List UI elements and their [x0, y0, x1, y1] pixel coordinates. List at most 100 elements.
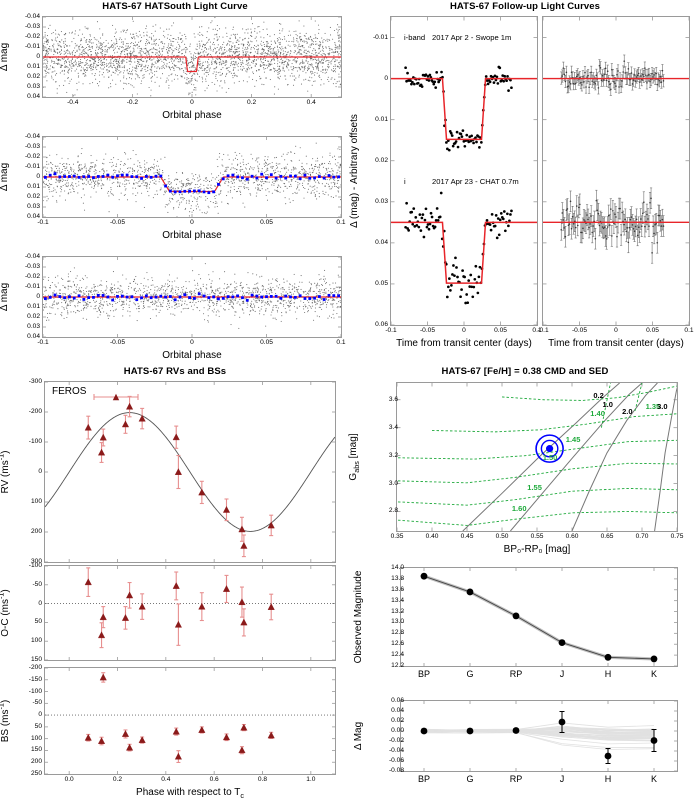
sed-obs-ylabel: Observed Magnitude — [353, 571, 364, 664]
rv-axes-bs — [44, 667, 336, 775]
rv-xtick: 1.0 — [291, 776, 331, 783]
followup-ytick: 0.04 — [354, 239, 388, 246]
sed-resid-xtick-BP: BP — [404, 774, 444, 784]
hatsouth-xlabel-1: Orbital phase — [72, 230, 312, 241]
panel-hatsouth-lightcurve: HATS-67 HATSouth Light Curve -0.04-0.03-… — [0, 0, 350, 370]
rv-axes-rv-curve-canvas — [45, 382, 335, 562]
sed-obs-xtick-BP: BP — [404, 669, 444, 679]
rv-axes-rv-oc — [44, 565, 336, 661]
followup-xtick-left: -0.05 — [408, 327, 448, 334]
sed-resid-ytick: -0.08 — [370, 767, 404, 774]
rv-ytick-rv-curve: 200 — [8, 528, 42, 535]
rv-datapoints — [85, 396, 274, 556]
sed-resid-ytick: -0.04 — [370, 747, 404, 754]
sed-resid-ytick: -0.02 — [370, 737, 404, 744]
followup-xtick-right: -0.1 — [523, 327, 563, 334]
hatsouth-ytick-0: -0.02 — [6, 33, 40, 40]
sed-obs-ytick: 13.4 — [370, 597, 404, 604]
hatsouth-ytick-1: 0.02 — [6, 193, 40, 200]
sed-obs-axes — [400, 567, 678, 667]
rv-legend-label: FEROS — [52, 386, 86, 397]
rv-ytick-bs: 150 — [8, 746, 42, 753]
followup-xtick-left: 0 — [444, 327, 484, 334]
hatsouth-xlabel-0: Orbital phase — [72, 110, 312, 121]
sed-resid-xtick-J: J — [542, 774, 582, 784]
sed-resid-xtick-K: K — [634, 774, 674, 784]
followup-ytick: -0.01 — [354, 34, 388, 41]
followup-datapoints-1 — [404, 192, 513, 305]
hatsouth-axes-0 — [42, 16, 342, 98]
rv-ytick-bs: -200 — [8, 664, 42, 671]
cmd-axes — [396, 382, 678, 532]
followup-axes-left — [390, 16, 538, 326]
sed-resid-ylabel: Δ Mag — [353, 722, 364, 750]
followup-ytick: 0.05 — [354, 280, 388, 287]
followup-ytick: 0 — [354, 75, 388, 82]
cmd-ylabel: Gabs [mag] — [348, 433, 361, 480]
rv-ytick-bs: 50 — [8, 723, 42, 730]
cmd-age-label-3: 3.0 — [657, 402, 667, 411]
hatsouth-axes-2-canvas — [43, 257, 341, 337]
cmd-mass-track-2 — [396, 463, 678, 483]
cmd-axes-canvas — [397, 383, 677, 531]
rv-ytick-bs: -100 — [8, 688, 42, 695]
rv-ytick-rv-curve: 100 — [8, 498, 42, 505]
hatsouth-ylabel-1: Δ mag — [0, 163, 10, 191]
sed-obs-ytick: 13.6 — [370, 586, 404, 593]
rv-xtick: 0.6 — [194, 776, 234, 783]
sed-obs-ytick: 12.6 — [370, 640, 404, 647]
cmd-mass-vert-1 — [635, 383, 642, 411]
hatsouth-axes-0-canvas — [43, 17, 341, 97]
rv-ytick-rv-oc: -100 — [8, 562, 42, 569]
hatsouth-ytick-1: 0 — [6, 173, 40, 180]
sed-obs-ytick: 14.0 — [370, 564, 404, 571]
hatsouth-ytick-2: -0.04 — [6, 253, 40, 260]
cmd-ytick: 3.2 — [364, 452, 398, 459]
hatsouth-ytick-2: -0.03 — [6, 263, 40, 270]
sed-obs-ytick: 12.2 — [370, 662, 404, 669]
cmd-xtick: 0.45 — [447, 533, 487, 540]
rv-legend-box — [92, 392, 142, 402]
sed-obs-ytick: 13.8 — [370, 575, 404, 582]
hatsouth-xtick-0: -0.4 — [53, 99, 93, 106]
cmd-age-label-1: 1.0 — [603, 400, 613, 409]
cmd-mass-label-4: 1.40 — [590, 409, 605, 418]
sed-resid-xtick-G: G — [450, 774, 490, 784]
rv-xtick: 0.0 — [49, 776, 89, 783]
rv-ytick-bs: 250 — [8, 770, 42, 777]
sed-resid-ytick: 0.02 — [370, 717, 404, 724]
followup-title: HATS-67 Follow-up Light Curves — [350, 1, 700, 12]
hatsouth-ytick-1: 0.03 — [6, 203, 40, 210]
rv-title: HATS-67 RVs and BSs — [0, 366, 350, 377]
hatsouth-ytick-0: 0.01 — [6, 63, 40, 70]
hatsouth-xtick-1: 0 — [172, 219, 212, 226]
rv-ytick-bs: 0 — [8, 711, 42, 718]
hatsouth-xtick-0: 0.4 — [291, 99, 331, 106]
hatsouth-xtick-1: -0.1 — [23, 219, 63, 226]
hatsouth-ytick-0: 0.02 — [6, 73, 40, 80]
cmd-mass-track-5 — [502, 386, 678, 401]
cmd-age-label-2: 2.0 — [622, 407, 632, 416]
rv-ylabel-bs: BS (ms-1) — [0, 700, 11, 743]
bs-datapoints — [85, 673, 274, 763]
hatsouth-xtick-2: 0.05 — [247, 339, 287, 346]
followup-band-label-0: i-band — [404, 33, 425, 42]
hatsouth-ytick-0: -0.04 — [6, 13, 40, 20]
hatsouth-xtick-2: 0 — [172, 339, 212, 346]
sed-obs-model-band — [424, 576, 654, 659]
followup-xtick-right: 0.05 — [633, 327, 673, 334]
cmd-xlabel: BP₀-RP₀ [mag] — [417, 544, 657, 555]
sed-resid-axes — [400, 700, 678, 772]
followup-residuals-1 — [560, 188, 664, 263]
hatsouth-xtick-1: -0.05 — [98, 219, 138, 226]
hatsouth-ytick-0: 0.03 — [6, 83, 40, 90]
cmd-mass-track-4 — [432, 414, 678, 432]
sed-obs-xtick-G: G — [450, 669, 490, 679]
sed-obs-ytick: 12.8 — [370, 629, 404, 636]
cmd-age-track-0 — [463, 383, 620, 531]
followup-xlabel-right: Time from transit center (days) — [496, 338, 700, 349]
hatsouth-ytick-2: 0.02 — [6, 313, 40, 320]
hatsouth-xtick-0: 0.2 — [232, 99, 272, 106]
